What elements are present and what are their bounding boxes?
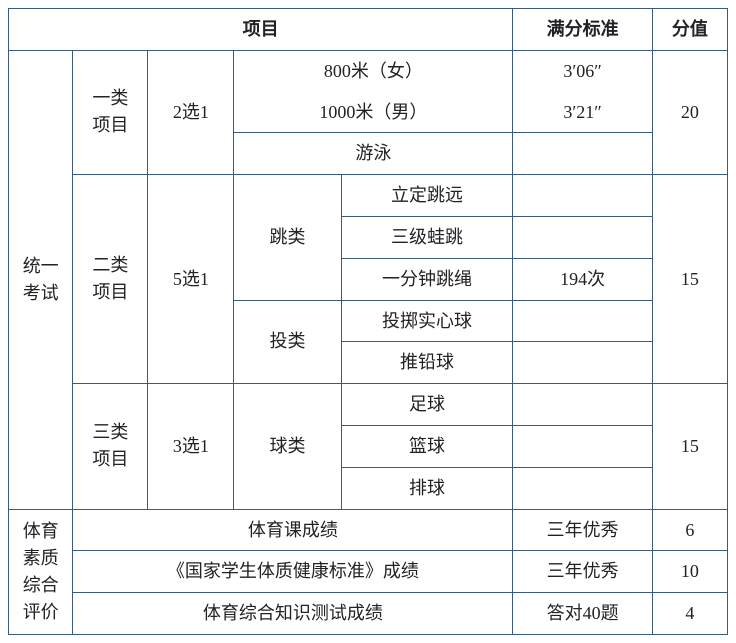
cat1-item-swim: 游泳 (234, 133, 513, 175)
cat1-std-800: 3′06″ (513, 50, 653, 91)
sec2-row1-score: 6 (652, 509, 727, 551)
sec2-row2-score: 10 (652, 551, 727, 593)
table-row: 二类项目 5选1 跳类 立定跳远 15 (9, 175, 728, 217)
cat2-jump3-std: 194次 (513, 258, 653, 300)
cat1-label: 一类项目 (73, 50, 148, 174)
cat3-ball3: 排球 (341, 467, 513, 509)
cat2-throw1-std (513, 300, 653, 342)
sec2-row2-item: 《国家学生体质健康标准》成绩 (73, 551, 513, 593)
cat2-jump1: 立定跳远 (341, 175, 513, 217)
cat2-jump2: 三级蛙跳 (341, 216, 513, 258)
cat3-score: 15 (652, 384, 727, 509)
cat1-std-swim (513, 133, 653, 175)
table-row: 统一考试 一类项目 2选1 800米（女） 3′06″ 20 (9, 50, 728, 91)
sec2-row3-item: 体育综合知识测试成绩 (73, 593, 513, 635)
header-standard: 满分标准 (513, 9, 653, 51)
cat2-throw2-std (513, 342, 653, 384)
section2-title: 体育素质综合评价 (9, 509, 73, 634)
cat2-label: 二类项目 (73, 175, 148, 384)
cat1-item-1000: 1000米（男） (234, 92, 513, 133)
cat2-throw-label: 投类 (234, 300, 341, 384)
table-header-row: 项目 满分标准 分值 (9, 9, 728, 51)
cat2-jump1-std (513, 175, 653, 217)
cat2-throw2: 推铅球 (341, 342, 513, 384)
table-row: 体育综合知识测试成绩 答对40题 4 (9, 593, 728, 635)
cat2-jump2-std (513, 216, 653, 258)
table-row: 体育素质综合评价 体育课成绩 三年优秀 6 (9, 509, 728, 551)
cat3-label: 三类项目 (73, 384, 148, 509)
header-score: 分值 (652, 9, 727, 51)
exam-score-table: 项目 满分标准 分值 统一考试 一类项目 2选1 800米（女） 3′06″ 2… (8, 8, 728, 635)
sec2-row3-std: 答对40题 (513, 593, 653, 635)
cat2-score: 15 (652, 175, 727, 384)
cat1-choose: 2选1 (148, 50, 234, 174)
cat3-choose: 3选1 (148, 384, 234, 509)
sec2-row2-std: 三年优秀 (513, 551, 653, 593)
cat2-choose: 5选1 (148, 175, 234, 384)
table-row: 《国家学生体质健康标准》成绩 三年优秀 10 (9, 551, 728, 593)
cat1-std-1000: 3′21″ (513, 92, 653, 133)
sec2-row1-std: 三年优秀 (513, 509, 653, 551)
cat3-ball3-std (513, 467, 653, 509)
cat1-item-800: 800米（女） (234, 50, 513, 91)
table-row: 三类项目 3选1 球类 足球 15 (9, 384, 728, 426)
section1-title: 统一考试 (9, 50, 73, 509)
sec2-row1-item: 体育课成绩 (73, 509, 513, 551)
header-project: 项目 (9, 9, 513, 51)
cat2-jump3: 一分钟跳绳 (341, 258, 513, 300)
cat3-ball-label: 球类 (234, 384, 341, 509)
cat2-throw1: 投掷实心球 (341, 300, 513, 342)
cat3-ball1-std (513, 384, 653, 426)
sec2-row3-score: 4 (652, 593, 727, 635)
cat2-jump-label: 跳类 (234, 175, 341, 300)
cat3-ball2: 篮球 (341, 425, 513, 467)
cat1-score: 20 (652, 50, 727, 174)
cat3-ball1: 足球 (341, 384, 513, 426)
cat3-ball2-std (513, 425, 653, 467)
